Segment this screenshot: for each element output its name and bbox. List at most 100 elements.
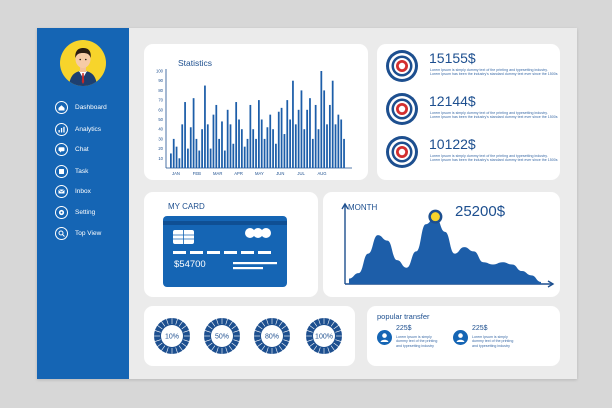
bar bbox=[184, 102, 186, 168]
sidebar-item-top-view[interactable]: Top View bbox=[55, 226, 127, 240]
bar bbox=[223, 150, 226, 168]
x-tick-label: APR bbox=[234, 171, 243, 176]
sidebar-item-setting[interactable]: Setting bbox=[55, 205, 127, 219]
bar bbox=[226, 109, 229, 168]
avatar[interactable] bbox=[60, 40, 106, 86]
bar bbox=[218, 138, 221, 168]
bar bbox=[198, 150, 201, 168]
bar bbox=[201, 129, 203, 168]
stats-summary-card: 15155$ Lorem Ipsum is simply dummy text o… bbox=[377, 44, 560, 180]
bar bbox=[232, 143, 235, 168]
statistics-bar-chart: 10 20 30 40 50 60 70 80 90 100 JAN FEB MAR APR MAY JUN J… bbox=[156, 69, 352, 176]
bar bbox=[243, 146, 246, 168]
stat-amount: 12144$ bbox=[429, 93, 476, 109]
bar bbox=[311, 138, 314, 168]
user-avatar-icon bbox=[69, 48, 97, 86]
my-card-panel: MY CARD $54700 bbox=[144, 192, 318, 297]
bar bbox=[266, 127, 269, 168]
bar bbox=[320, 71, 323, 168]
x-tick-label: JUL bbox=[297, 171, 305, 176]
bar bbox=[280, 107, 283, 168]
bar bbox=[289, 119, 291, 168]
bar bbox=[235, 102, 238, 168]
gear-icon bbox=[55, 205, 68, 219]
popular-transfer-title: popular transfer bbox=[377, 312, 430, 321]
bar bbox=[206, 124, 209, 168]
progress-label: 10% bbox=[165, 334, 179, 341]
bar bbox=[297, 109, 300, 168]
target-icon bbox=[386, 93, 418, 125]
month-area-chart bbox=[341, 202, 555, 288]
statistics-card: Statistics 10 20 30 40 50 60 70 80 90 100 JAN FEB MA… bbox=[144, 44, 368, 180]
bar bbox=[300, 90, 303, 168]
sidebar-item-inbox[interactable]: Inbox bbox=[55, 184, 127, 198]
bar bbox=[204, 85, 206, 168]
y-tick-label: 50 bbox=[158, 117, 163, 122]
bar bbox=[272, 129, 274, 168]
target-icon bbox=[386, 50, 418, 82]
y-axis-arrow bbox=[341, 202, 349, 210]
y-tick-label: 100 bbox=[156, 69, 164, 74]
sidebar-item-task[interactable]: Task bbox=[55, 164, 127, 178]
bar bbox=[255, 138, 257, 168]
my-card-title: MY CARD bbox=[168, 202, 205, 211]
bar bbox=[252, 129, 255, 168]
bar bbox=[181, 124, 184, 168]
sidebar-item-dashboard[interactable]: Dashboard bbox=[55, 100, 127, 114]
inbox-icon bbox=[55, 184, 68, 198]
card-artwork bbox=[163, 221, 287, 270]
peak-marker bbox=[430, 212, 440, 222]
sidebar-item-chat[interactable]: Chat bbox=[55, 142, 127, 156]
target-icon bbox=[386, 136, 418, 168]
transfer-description: Lorem Ipsum is simply dummy text of the … bbox=[396, 335, 438, 348]
bar bbox=[249, 104, 252, 168]
bar bbox=[283, 134, 286, 168]
bar bbox=[238, 119, 240, 168]
progress-donut: 50% bbox=[204, 318, 240, 354]
stat-description: Lorem Ipsum is simply dummy text of the … bbox=[430, 111, 558, 120]
progress-donuts: 10% 50% 80% 100% bbox=[154, 318, 342, 354]
y-tick-label: 80 bbox=[158, 88, 163, 93]
month-title: MONTH bbox=[348, 203, 378, 212]
bar bbox=[326, 124, 328, 168]
stat-amount: 15155$ bbox=[429, 50, 476, 66]
transfer-item[interactable]: 225$ Lorem Ipsum is simply dummy text of … bbox=[453, 324, 533, 362]
stat-description: Lorem Ipsum is simply dummy text of the … bbox=[430, 154, 558, 163]
sidebar: Dashboard Analytics Chat Task Inbox Setting To… bbox=[37, 28, 129, 379]
home-icon bbox=[55, 100, 68, 114]
transfer-amount: 225$ bbox=[472, 325, 488, 332]
sidebar-item-analytics[interactable]: Analytics bbox=[55, 122, 127, 136]
bar bbox=[294, 124, 297, 168]
stat-row: 10122$ Lorem Ipsum is simply dummy text o… bbox=[385, 135, 558, 169]
bar bbox=[215, 104, 218, 168]
y-tick-label: 90 bbox=[158, 78, 163, 83]
search-icon bbox=[55, 226, 68, 240]
bar bbox=[286, 100, 289, 168]
y-tick-label: 30 bbox=[158, 136, 163, 141]
bar bbox=[240, 129, 243, 168]
chat-icon bbox=[55, 142, 68, 156]
bar bbox=[337, 114, 340, 168]
progress-donut: 100% bbox=[306, 318, 342, 354]
progress-label: 80% bbox=[265, 334, 279, 341]
x-axis-arrow bbox=[547, 280, 555, 288]
transfer-amount: 225$ bbox=[396, 325, 412, 332]
transfer-item[interactable]: 225$ Lorem Ipsum is simply dummy text of … bbox=[377, 324, 457, 362]
bar bbox=[246, 138, 249, 168]
x-tick-label: FEB bbox=[193, 171, 201, 176]
statistics-title: Statistics bbox=[178, 58, 213, 68]
bar bbox=[292, 80, 294, 168]
bar bbox=[178, 158, 181, 168]
month-area bbox=[349, 216, 541, 284]
y-tick-label: 20 bbox=[158, 146, 163, 151]
progress-card: 10% 50% 80% 100% bbox=[144, 306, 355, 366]
sidebar-item-label: Task bbox=[75, 167, 89, 175]
sidebar-item-label: Setting bbox=[75, 208, 96, 216]
credit-card[interactable]: $54700 bbox=[163, 216, 287, 287]
bar bbox=[323, 90, 326, 168]
bar bbox=[306, 109, 309, 168]
user-icon bbox=[453, 330, 468, 345]
bar bbox=[263, 138, 266, 168]
bar bbox=[260, 119, 263, 168]
sidebar-item-label: Top View bbox=[75, 229, 102, 237]
